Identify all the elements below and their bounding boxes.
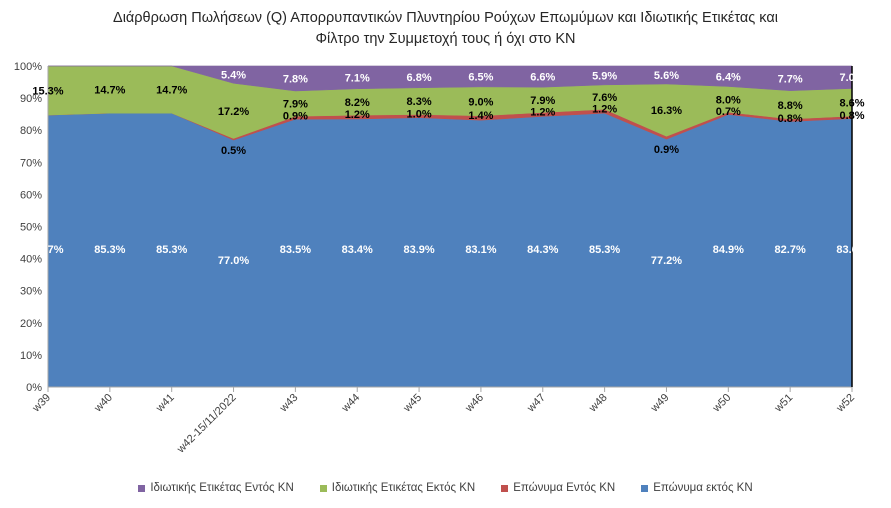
data-label-private-outside: 8.8% — [778, 100, 803, 112]
legend-label: Ιδιωτικής Ετικέτας Εντός ΚΝ — [150, 482, 294, 494]
area-series — [47, 65, 853, 388]
data-label-branded-outside: 83.1% — [465, 244, 496, 256]
x-tick-label: w40 — [92, 392, 115, 415]
legend-item: Επώνυμα Εντός ΚΝ — [501, 482, 615, 494]
x-tick-label: w47 — [524, 392, 547, 415]
legend-label: Ιδιωτικής Ετικέτας Εκτός ΚΝ — [331, 482, 476, 494]
y-tick-label: 30% — [20, 286, 42, 298]
legend-item: Ιδιωτικής Ετικέτας Εκτός ΚΝ — [319, 482, 476, 494]
data-label-private-outside: 7.9% — [530, 95, 555, 107]
stacked-area-chart: 0% 10% 20% 30% 40% 50% 60% 70% 80% 90% 100% w39 w40 w… — [13, 61, 867, 457]
data-label-private-outside: 15.3% — [32, 86, 63, 98]
data-label-branded-outside: 77.2% — [651, 255, 682, 267]
data-label-private-outside: 14.7% — [94, 85, 125, 97]
legend-swatch — [319, 484, 327, 492]
data-label-branded-inside: 0.8% — [778, 113, 803, 125]
y-tick-label: 90% — [20, 93, 42, 105]
data-label-private-outside: 7.6% — [592, 92, 617, 104]
y-tick-label: 100% — [14, 61, 42, 73]
x-tick-label: w49 — [648, 392, 671, 415]
data-label-branded-outside: 82.7% — [775, 244, 806, 256]
x-tick-label: w52 — [834, 392, 857, 415]
y-tick-label: 20% — [20, 318, 42, 330]
x-tick-label: w42-15/11/2022 — [174, 392, 238, 456]
data-label-private-outside: 8.0% — [716, 94, 741, 106]
data-label-branded-outside: 83.4% — [342, 244, 373, 256]
data-label-private-inside: 6.4% — [716, 71, 741, 83]
data-label-private-inside: 7.7% — [778, 73, 803, 85]
data-label-private-outside: 8.2% — [345, 97, 370, 109]
legend-item: Επώνυμα εκτός ΚΝ — [641, 482, 753, 494]
y-tick-label: 40% — [20, 254, 42, 266]
data-labels: 84.7% 85.3% 85.3% 77.0% 83.5% 83.4% 83.9% 83.1%… — [32, 70, 867, 268]
data-label-private-outside: 17.2% — [218, 106, 249, 118]
x-tick-label: w45 — [401, 392, 424, 415]
data-label-private-inside: 6.8% — [407, 72, 432, 84]
data-label-private-outside: 9.0% — [468, 96, 493, 108]
x-tick-label: w39 — [30, 392, 53, 415]
data-label-private-inside: 5.9% — [592, 70, 617, 82]
chart-title-line-1: Διάρθρωση Πωλήσεων (Q) Απορρυπαντικών Πλ… — [113, 10, 778, 26]
data-label-private-outside: 8.3% — [407, 96, 432, 108]
data-label-branded-outside: 83.5% — [280, 244, 311, 256]
data-label-private-outside: 16.3% — [651, 105, 682, 117]
data-label-private-inside: 7.1% — [345, 72, 370, 84]
data-label-branded-outside: 84.9% — [713, 244, 744, 256]
data-label-private-inside: 6.6% — [530, 72, 555, 84]
data-label-branded-outside: 83.6% — [836, 244, 867, 256]
data-label-branded-inside: 1.2% — [345, 109, 370, 121]
y-tick-label: 50% — [20, 222, 42, 234]
legend: Ιδιωτικής Ετικέτας Εντός ΚΝ Ιδιωτικής Ετι… — [0, 482, 891, 494]
data-label-branded-outside: 84.3% — [527, 244, 558, 256]
x-tick-label: w50 — [710, 392, 733, 415]
x-tick-label: w48 — [586, 392, 609, 415]
legend-label: Επώνυμα Εντός ΚΝ — [513, 482, 616, 494]
y-tick-label: 70% — [20, 157, 42, 169]
legend-swatch — [641, 484, 649, 492]
x-tick-label: w43 — [277, 392, 300, 415]
data-label-branded-inside: 1.2% — [592, 103, 617, 115]
y-tick-label: 10% — [20, 350, 42, 362]
data-label-private-inside: 6.5% — [468, 71, 493, 83]
data-label-private-inside: 7.0% — [839, 72, 864, 84]
chart-title: Διάρθρωση Πωλήσεων (Q) Απορρυπαντικών Πλ… — [0, 8, 891, 50]
legend-item: Ιδιωτικής Ετικέτας Εντός ΚΝ — [138, 482, 294, 494]
data-label-branded-outside: 85.3% — [94, 244, 125, 256]
data-label-branded-outside: 84.7% — [32, 244, 63, 256]
data-label-private-outside: 7.9% — [283, 99, 308, 111]
legend-swatch — [138, 484, 146, 492]
data-label-branded-inside: 1.0% — [407, 108, 432, 120]
y-tick-label: 60% — [20, 189, 42, 201]
data-label-branded-outside: 85.3% — [156, 244, 187, 256]
data-label-branded-inside: 0.8% — [839, 110, 864, 122]
chart-title-line-2: Φίλτρο την Συμμετοχή τους ή όχι στο ΚΝ — [315, 31, 576, 47]
x-tick-label: w51 — [772, 392, 795, 415]
data-label-branded-inside: 1.2% — [530, 107, 555, 119]
data-label-branded-inside: 0.9% — [654, 144, 679, 156]
data-label-branded-inside: 0.9% — [283, 110, 308, 122]
data-label-branded-outside: 85.3% — [589, 244, 620, 256]
data-label-branded-inside: 0.7% — [716, 106, 741, 118]
data-label-branded-inside: 1.4% — [468, 110, 493, 122]
data-label-branded-inside: 0.5% — [221, 145, 246, 157]
data-label-private-inside: 5.4% — [221, 70, 246, 82]
y-tick-label: 0% — [26, 382, 42, 394]
data-label-private-outside: 8.6% — [839, 97, 864, 109]
data-label-private-inside: 5.6% — [654, 70, 679, 82]
data-label-private-inside: 7.8% — [283, 74, 308, 86]
x-tick-label: w44 — [339, 392, 362, 415]
y-tick-label: 80% — [20, 125, 42, 137]
data-label-private-outside: 14.7% — [156, 85, 187, 97]
legend-swatch — [501, 484, 509, 492]
data-label-branded-outside: 77.0% — [218, 255, 249, 267]
x-tick-label: w41 — [153, 392, 176, 415]
data-label-branded-outside: 83.9% — [403, 244, 434, 256]
x-tick-label: w46 — [463, 392, 486, 415]
legend-label: Επώνυμα εκτός ΚΝ — [653, 482, 753, 494]
